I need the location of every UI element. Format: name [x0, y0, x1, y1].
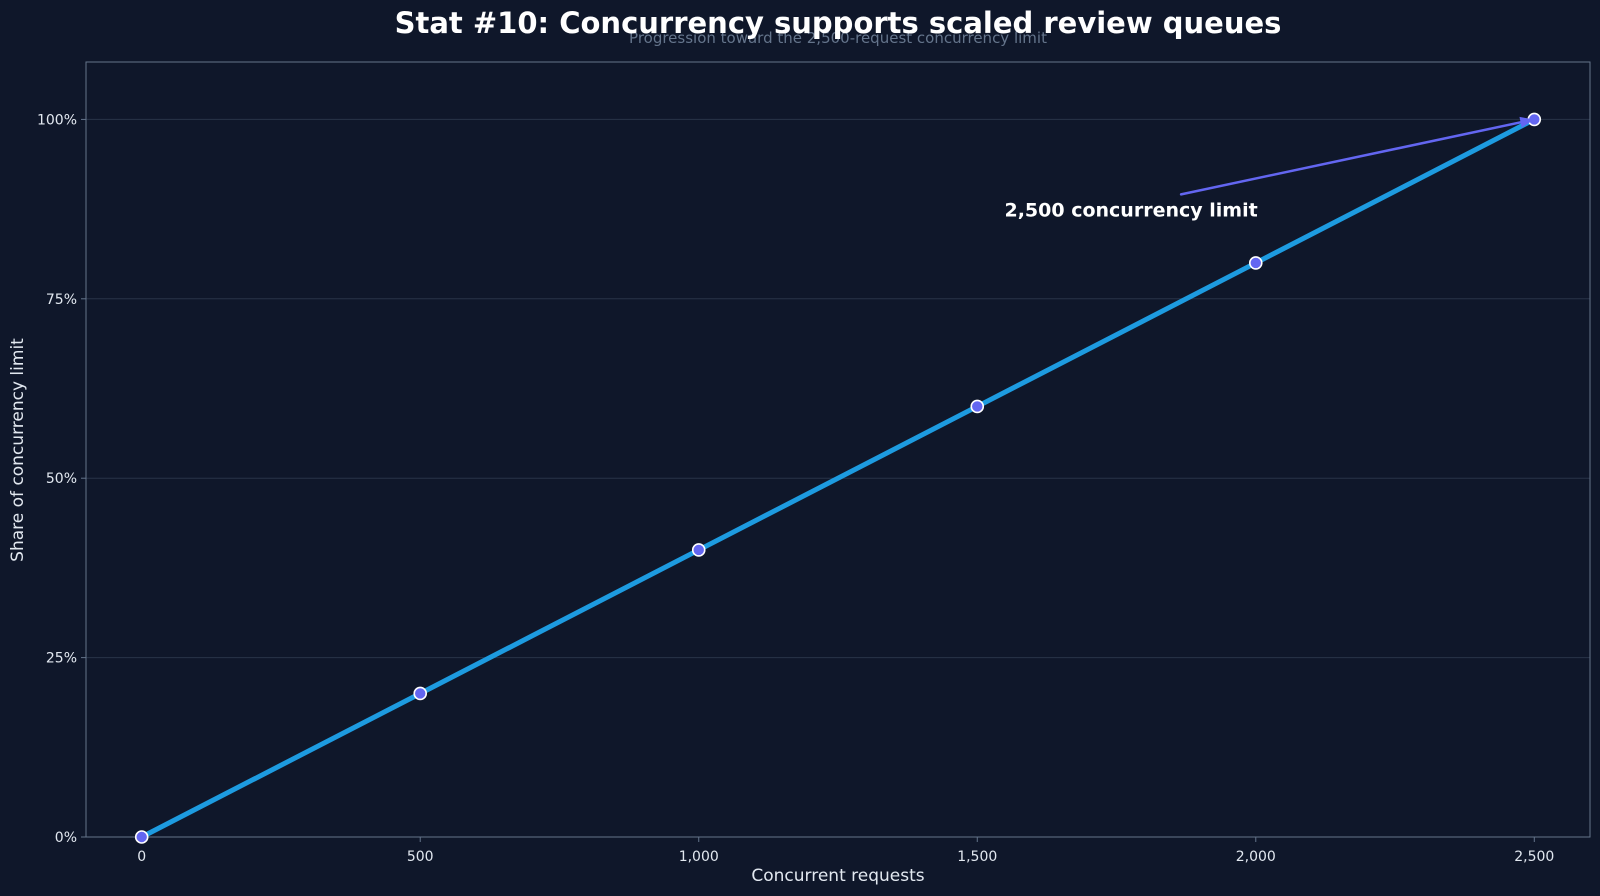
plot-frame [85, 61, 1591, 838]
annotation: 2,500 concurrency limit [1004, 116, 1535, 221]
x-axis-label: Concurrent requests [751, 866, 924, 886]
data-point [1248, 256, 1263, 270]
grid-lines [86, 118, 1590, 659]
x-tick-label: 2,500 [1514, 849, 1554, 865]
annotation-label: 2,500 concurrency limit [1004, 199, 1257, 221]
chart-subtitle: Progression toward the 2,500-request con… [629, 29, 1047, 47]
data-point [970, 399, 985, 414]
x-tick-label: 2,000 [1236, 849, 1276, 865]
x-tick-label: 0 [137, 849, 146, 865]
data-point [134, 830, 149, 844]
y-tick-label: 25% [46, 651, 77, 667]
x-axis-ticks: 0 500 1,000 1,500 2,000 2,500 [137, 837, 1554, 865]
y-tick-label: 100% [37, 112, 77, 128]
y-tick-label: 75% [46, 292, 77, 308]
annotation-arrowhead [1519, 116, 1535, 128]
x-tick-label: 1,000 [679, 849, 719, 865]
data-point [413, 686, 428, 701]
data-point [691, 543, 706, 557]
series-line [139, 116, 1537, 840]
y-tick-label: 0% [55, 830, 77, 846]
chart-title: Stat #10: Concurrency supports scaled re… [395, 6, 1282, 40]
series [134, 112, 1542, 844]
y-axis-ticks: 0% 25% 50% 75% 100% [37, 112, 86, 846]
x-tick-label: 500 [407, 849, 434, 865]
y-axis-label: Share of concurrency limit [8, 338, 28, 562]
annotation-arrow [1179, 121, 1522, 196]
x-tick-label: 1,500 [957, 849, 997, 865]
y-tick-label: 50% [46, 471, 77, 487]
